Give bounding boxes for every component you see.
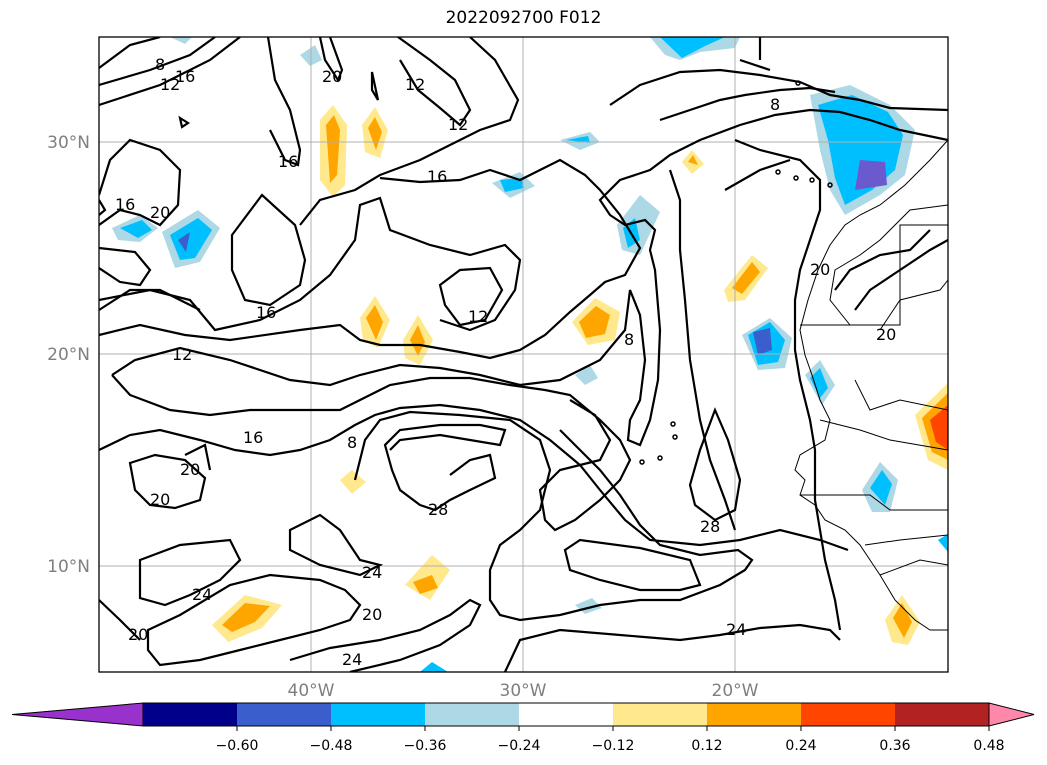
contour-label: 24 — [726, 620, 746, 639]
shade-blob — [500, 178, 524, 192]
contour-label: 16 — [115, 195, 135, 214]
shade-blob — [566, 136, 590, 143]
contour-label: 20 — [810, 260, 830, 279]
shade-blob — [575, 365, 598, 385]
contour-label: 8 — [624, 330, 634, 349]
colorbar-segment — [331, 703, 426, 726]
shade-blob — [410, 325, 425, 356]
shade-blob — [579, 306, 610, 338]
shade-blob — [413, 575, 438, 594]
contour-label: 16 — [427, 167, 447, 186]
colorbar-tick-label: −0.24 — [498, 738, 541, 754]
colorbar-segment — [143, 703, 238, 726]
contour-labels: 8 12 16 20 12 12 16 16 16 20 20 12 8 8 1… — [115, 55, 896, 669]
shade-blob — [810, 368, 828, 398]
shade-blob — [420, 662, 448, 672]
colorbar-tick-label: −0.48 — [310, 738, 353, 754]
contour-label: 20 — [128, 625, 148, 644]
colorbar-segment — [801, 703, 896, 726]
contour-label: 12 — [172, 345, 192, 364]
shade-blob — [855, 160, 887, 190]
contour-label: 16 — [278, 152, 298, 171]
shade-blob — [326, 115, 340, 183]
colorbar-segment — [613, 703, 708, 726]
contour-label: 20 — [150, 490, 170, 509]
contour-label: 16 — [256, 303, 276, 322]
lon-label-30w: 30°W — [500, 681, 547, 701]
lat-label-20n: 20°N — [47, 345, 90, 365]
grid-lines — [99, 37, 948, 672]
shade-blob — [340, 470, 366, 494]
shade-blob — [930, 405, 948, 450]
shade-blob — [660, 37, 725, 58]
contour-label: 20 — [362, 605, 382, 624]
latitude-labels: 30°N 20°N 10°N — [47, 133, 90, 577]
colorbar-segment — [707, 703, 802, 726]
contour-label: 12 — [448, 115, 468, 134]
map-title: 2022092700 F012 — [445, 8, 602, 28]
contour-label: 8 — [155, 55, 165, 74]
map-frame — [98, 36, 949, 673]
colorbar: −0.60 −0.48 −0.36 −0.24 −0.12 0.12 0.24 0.36 0.4… — [11, 702, 1035, 754]
colorbar-tick-label: 0.48 — [973, 738, 1004, 754]
shade-blob — [170, 37, 192, 44]
colorbar-extend-min — [11, 702, 144, 727]
contour-label: 12 — [160, 75, 180, 94]
contour-lines — [99, 37, 948, 672]
colorbar-segment — [895, 703, 990, 726]
island-dots — [639, 80, 833, 465]
colorbar-tick-label: −0.60 — [216, 738, 259, 754]
lon-label-40w: 40°W — [288, 681, 335, 701]
lat-label-10n: 10°N — [47, 557, 90, 577]
shade-blob — [120, 220, 152, 238]
shade-blob — [753, 328, 772, 355]
colorbar-tick-label: 0.12 — [691, 738, 722, 754]
shade-blob — [870, 470, 892, 505]
contour-label: 24 — [192, 585, 212, 604]
shade-blob — [938, 534, 948, 552]
contour-label: 8 — [347, 433, 357, 452]
colorbar-extend-max — [988, 702, 1035, 727]
shade-blob — [170, 218, 212, 260]
colorbar-tick-label: −0.12 — [592, 738, 635, 754]
contour-label: 28 — [428, 500, 448, 519]
contour-label: 20 — [322, 67, 342, 86]
contour-label: 8 — [770, 95, 780, 114]
shade-blob — [688, 155, 698, 165]
longitude-labels: 40°W 30°W 20°W — [288, 681, 759, 701]
contour-label: 12 — [405, 75, 425, 94]
coastlines — [794, 139, 948, 631]
shade-blob — [732, 262, 760, 294]
contour-label: 28 — [700, 517, 720, 536]
contour-label: 20 — [180, 460, 200, 479]
shade-blob — [366, 305, 383, 340]
colorbar-segment — [519, 703, 614, 726]
colorbar-tick-label: 0.36 — [879, 738, 910, 754]
colorbar-tick-label: 0.24 — [785, 738, 816, 754]
colorbar-outline — [142, 702, 990, 727]
lat-label-30n: 30°N — [47, 133, 90, 153]
shade-blob — [178, 232, 190, 252]
contour-label: 16 — [243, 428, 263, 447]
lon-label-20w: 20°W — [712, 681, 759, 701]
contour-label: 24 — [362, 563, 382, 582]
contour-label: 20 — [150, 203, 170, 222]
map-area — [99, 37, 948, 672]
shade-blob — [222, 603, 270, 632]
colorbar-tick-label: −0.36 — [404, 738, 447, 754]
contour-label: 16 — [175, 67, 195, 86]
shade-blob — [893, 603, 912, 638]
contour-label: 12 — [468, 307, 488, 326]
colorbar-segment — [425, 703, 520, 726]
colorbar-segment — [237, 703, 332, 726]
contour-label: 24 — [342, 650, 362, 669]
contour-label: 20 — [876, 325, 896, 344]
shading-layer — [112, 37, 948, 672]
